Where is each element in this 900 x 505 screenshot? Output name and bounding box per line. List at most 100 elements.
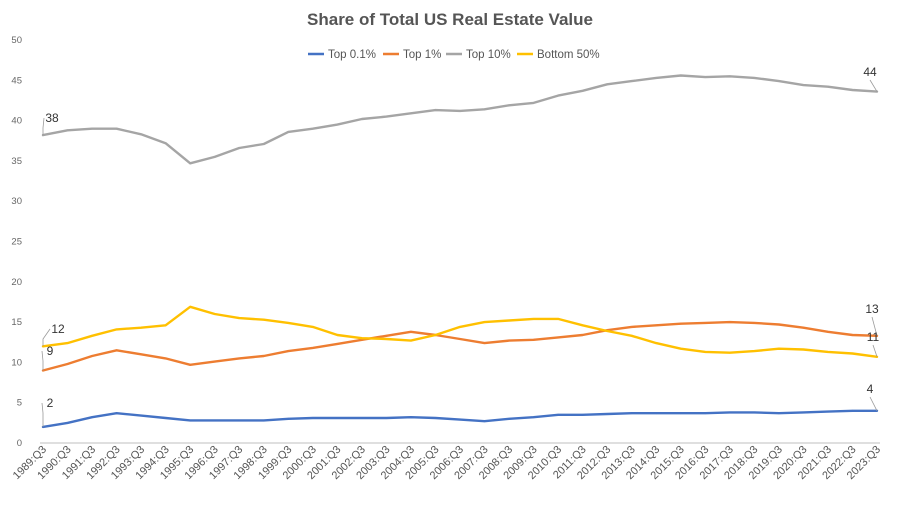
data-point bbox=[630, 326, 633, 328]
data-point bbox=[581, 89, 584, 92]
data-point bbox=[213, 155, 216, 158]
start-value-label: 12 bbox=[51, 322, 65, 336]
callout-leader bbox=[41, 350, 44, 371]
callout-leader bbox=[41, 402, 44, 427]
data-point bbox=[164, 324, 167, 327]
data-point bbox=[802, 326, 805, 329]
data-point bbox=[827, 85, 829, 88]
data-point bbox=[360, 417, 363, 419]
data-point bbox=[434, 334, 437, 336]
data-point bbox=[606, 413, 609, 415]
callout-leader bbox=[871, 316, 878, 336]
data-point bbox=[189, 162, 192, 165]
data-point bbox=[802, 348, 805, 351]
data-point bbox=[532, 416, 535, 419]
legend-label-top-0-1: Top 0.1% bbox=[328, 49, 376, 61]
data-point bbox=[115, 127, 118, 130]
data-point bbox=[655, 342, 658, 344]
data-point bbox=[459, 338, 461, 340]
data-point bbox=[91, 334, 93, 337]
data-point bbox=[606, 330, 609, 332]
data-point bbox=[581, 324, 584, 327]
y-tick-label: 20 bbox=[11, 277, 22, 288]
data-point bbox=[385, 334, 388, 337]
data-point bbox=[483, 342, 486, 344]
data-point bbox=[91, 127, 93, 130]
data-point bbox=[532, 338, 535, 341]
data-point bbox=[655, 324, 658, 327]
data-point bbox=[189, 305, 192, 308]
data-point bbox=[140, 326, 143, 329]
series-line-bottom-50 bbox=[41, 305, 879, 358]
callout-leader bbox=[869, 396, 878, 411]
start-value-label: 2 bbox=[47, 396, 54, 410]
data-point bbox=[655, 412, 658, 415]
data-point bbox=[262, 355, 265, 357]
data-point bbox=[508, 319, 510, 322]
data-point bbox=[557, 336, 560, 339]
data-point bbox=[483, 420, 486, 423]
data-point bbox=[679, 347, 682, 350]
data-point bbox=[213, 419, 216, 422]
data-point bbox=[336, 123, 339, 126]
y-tick-label: 45 bbox=[11, 75, 22, 86]
x-axis: 1989:Q31990:Q31991:Q31992:Q31993:Q31994:… bbox=[11, 444, 883, 482]
data-point bbox=[532, 317, 535, 320]
data-point bbox=[459, 326, 461, 328]
data-point bbox=[777, 347, 780, 350]
legend-label-top-10: Top 10% bbox=[466, 49, 511, 61]
data-point bbox=[66, 129, 69, 132]
data-point bbox=[115, 349, 118, 352]
data-point bbox=[262, 419, 265, 422]
data-point bbox=[655, 76, 658, 79]
data-point bbox=[483, 321, 486, 323]
data-point bbox=[704, 351, 707, 353]
callout-leader bbox=[42, 328, 51, 347]
data-point bbox=[360, 118, 363, 120]
data-point bbox=[189, 363, 192, 366]
callout-leader bbox=[872, 344, 878, 357]
end-value-label: 11 bbox=[867, 330, 880, 344]
data-point bbox=[802, 84, 805, 87]
data-point bbox=[606, 83, 609, 86]
data-point bbox=[679, 412, 682, 415]
end-value-label: 4 bbox=[867, 382, 874, 396]
data-point bbox=[581, 413, 584, 416]
data-point bbox=[385, 417, 388, 419]
legend: Top 0.1% Top 1% Top 10% Bottom 50% bbox=[308, 49, 600, 61]
data-point bbox=[557, 317, 560, 320]
data-point bbox=[581, 334, 584, 336]
data-point bbox=[434, 109, 437, 112]
data-point bbox=[66, 342, 69, 344]
end-value-label: 44 bbox=[863, 65, 877, 79]
data-point bbox=[827, 410, 829, 413]
data-point bbox=[508, 104, 510, 107]
data-point bbox=[483, 108, 486, 111]
series-lines bbox=[41, 74, 879, 429]
y-tick-label: 40 bbox=[11, 116, 22, 127]
data-point bbox=[164, 142, 167, 145]
data-point bbox=[508, 417, 510, 420]
data-point bbox=[311, 417, 314, 419]
data-point bbox=[802, 411, 805, 414]
data-point bbox=[459, 110, 461, 112]
y-tick-label: 10 bbox=[11, 357, 22, 368]
data-point bbox=[753, 411, 756, 414]
start-value-label: 9 bbox=[47, 344, 54, 358]
data-point bbox=[213, 360, 216, 363]
data-point bbox=[434, 417, 437, 419]
data-point bbox=[532, 101, 535, 104]
data-point bbox=[360, 337, 363, 340]
y-tick-label: 30 bbox=[11, 196, 22, 207]
data-point bbox=[704, 412, 707, 415]
data-point bbox=[91, 416, 93, 419]
callout-leader bbox=[869, 79, 878, 92]
data-point bbox=[753, 76, 756, 79]
data-point bbox=[336, 334, 339, 336]
end-value-label: 13 bbox=[865, 302, 879, 316]
data-point bbox=[777, 412, 780, 415]
legend-label-bottom-50: Bottom 50% bbox=[537, 49, 600, 61]
data-point bbox=[262, 143, 265, 145]
data-point bbox=[827, 351, 829, 353]
